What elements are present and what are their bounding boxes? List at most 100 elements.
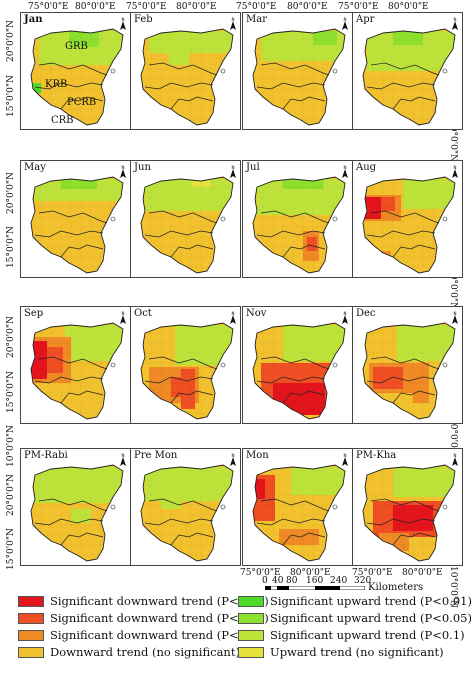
legend-label: Significant downward trend (P<0.05) (50, 611, 269, 625)
left-lat-label: 20°0'0"N (6, 172, 16, 214)
trend-cell (393, 467, 455, 497)
map-panel: Pre Mon N (130, 448, 241, 566)
sub-basin-boundary (260, 498, 330, 512)
sub-basin-boundary (370, 210, 440, 224)
sub-basin-boundary (366, 230, 436, 238)
basin-map (30, 464, 124, 562)
sub-basin-boundary (148, 62, 218, 76)
legend-label: Significant downward trend (P<0.01) (50, 594, 269, 608)
map-panel: Sep N (20, 306, 131, 424)
sub-basin-boundary (392, 390, 436, 404)
sub-basin-boundary (282, 532, 326, 546)
scale-tick-label: 320 (354, 576, 372, 586)
scale-tick-label: 0 (262, 576, 268, 586)
basin-boundary (252, 176, 346, 274)
top-lon-label: 75°0'0"E (338, 2, 379, 12)
reservoir-marker (442, 68, 448, 74)
sub-basin-boundary (34, 518, 104, 526)
map-panel: Oct N (130, 306, 241, 424)
top-lon-label: 75°0'0"E (236, 2, 277, 12)
north-arrow-icon: N (120, 311, 126, 324)
panel-label: Mar (246, 14, 267, 25)
legend-swatch (238, 595, 264, 607)
scale-unit: Kilometers (368, 582, 424, 593)
sub-basin-boundary (144, 230, 214, 238)
sub-basin-boundary (34, 82, 104, 90)
basin-map (140, 464, 234, 562)
sub-basin-boundary (170, 532, 214, 546)
scale-tick-label: 80 (286, 576, 298, 586)
trend-cell (273, 383, 325, 415)
sub-basin-boundary (148, 210, 218, 224)
north-letter: N (454, 311, 457, 316)
trend-cell (171, 377, 181, 397)
sub-basin-boundary (370, 62, 440, 76)
sub-basin-boundary (282, 96, 326, 110)
north-arrow-icon: N (230, 17, 236, 30)
north-arrow-icon: N (452, 453, 458, 466)
legend-item: Upward trend (no significant) (238, 645, 444, 659)
north-arrow-icon: N (342, 17, 348, 30)
top-lon-label: 80°0'0"E (287, 2, 328, 12)
sub-basin-boundary (392, 244, 436, 258)
map-panel: Mon N (242, 448, 353, 566)
reservoir-marker (442, 216, 448, 222)
sub-basin-boundary (256, 230, 326, 238)
sub-basin-boundary (282, 390, 326, 404)
trend-cell (35, 467, 123, 503)
basin-label: GRB (65, 41, 88, 52)
basin-boundary (362, 176, 456, 274)
legend-swatch (18, 646, 44, 658)
map-panel: Feb N (130, 12, 241, 130)
reservoir-marker (332, 216, 338, 222)
north-letter: N (122, 311, 125, 316)
north-arrow-icon: N (120, 17, 126, 30)
north-letter: N (344, 165, 347, 170)
basin-map (140, 176, 234, 274)
panel-label: Feb (134, 14, 153, 25)
trend-cell (373, 367, 403, 389)
trend-cell (71, 509, 91, 523)
sub-basin-boundary (366, 518, 436, 526)
sub-basin-boundary (366, 376, 436, 384)
basin-map (362, 464, 456, 562)
basin-boundary (252, 464, 346, 562)
legend-item: Downward trend (no significant) (18, 645, 240, 659)
basin-map (252, 176, 346, 274)
bottom-lon-label: 75°0'0"E (240, 568, 281, 578)
legend-swatch (238, 646, 264, 658)
map-panel: PM-Rabi N (20, 448, 131, 566)
trend-cell (291, 467, 345, 495)
top-lon-label: 80°0'0"E (75, 2, 116, 12)
left-lat-label: 20°0'0"N (6, 474, 16, 516)
legend-label: Upward trend (no significant) (270, 645, 444, 659)
sub-basin-boundary (392, 96, 436, 110)
north-letter: N (344, 17, 347, 22)
trend-cell (175, 325, 233, 365)
legend-swatch (238, 612, 264, 624)
legend-item: Significant downward trend (P<0.1) (18, 628, 261, 642)
north-arrow-icon: N (230, 165, 236, 178)
sub-basin-boundary (60, 532, 104, 546)
trend-cell (145, 467, 233, 501)
reservoir-marker (220, 362, 226, 368)
north-letter: N (454, 453, 457, 458)
map-panel: Jan N GRB KRB PCRB CRB (20, 12, 131, 130)
basin-boundary (362, 464, 456, 562)
north-arrow-icon: N (120, 453, 126, 466)
map-panel: Dec N (352, 306, 463, 424)
basin-boundary (30, 464, 124, 562)
legend-label: Significant upward trend (P<0.05) (270, 611, 472, 625)
left-lat-label: 15°0'0"N (6, 371, 16, 413)
scale-tick-label: 240 (330, 576, 348, 586)
basin-boundary (252, 28, 346, 126)
left-lat-label: 15°0'0"N (6, 226, 16, 268)
north-arrow-icon: N (452, 17, 458, 30)
sub-basin-boundary (148, 356, 218, 370)
trend-cell (31, 341, 47, 379)
reservoir-marker (110, 504, 116, 510)
legend: Significant downward trend (P<0.01) Sign… (0, 588, 474, 680)
reservoir-marker (442, 504, 448, 510)
north-letter: N (232, 311, 235, 316)
sub-basin-boundary (256, 82, 326, 90)
